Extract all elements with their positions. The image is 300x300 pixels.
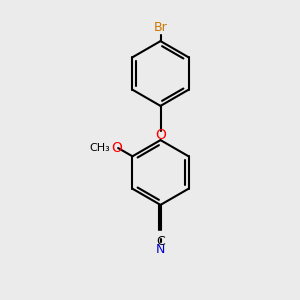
Text: CH₃: CH₃ — [89, 143, 110, 153]
Text: O: O — [111, 141, 122, 155]
Text: O: O — [155, 128, 166, 142]
Text: C: C — [156, 235, 165, 248]
Text: N: N — [156, 243, 165, 256]
Text: Br: Br — [154, 21, 167, 34]
